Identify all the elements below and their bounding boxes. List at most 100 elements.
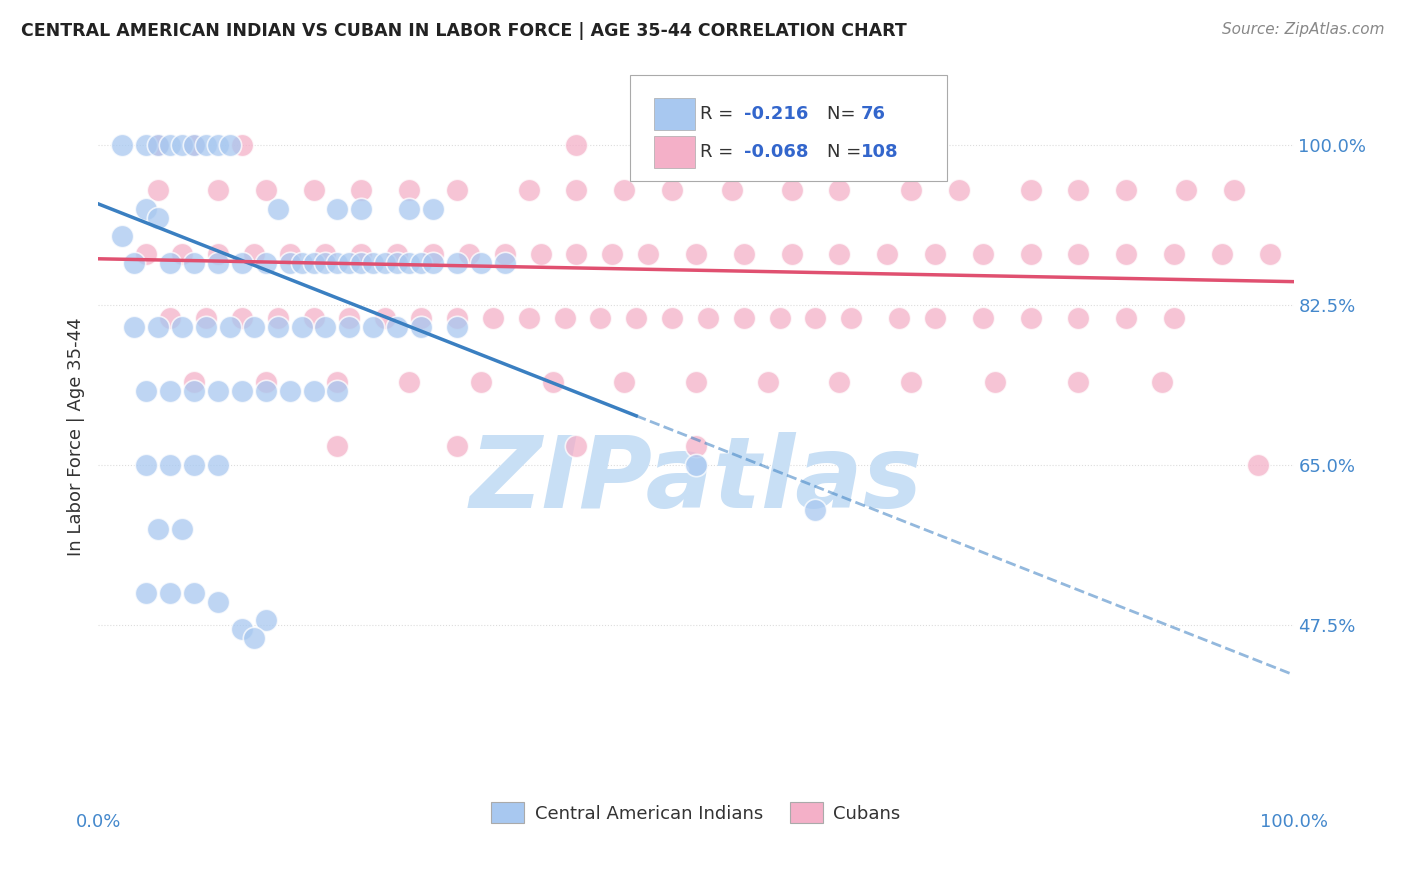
Point — [291, 256, 314, 270]
Point — [350, 256, 373, 270]
Point — [565, 137, 588, 152]
Point — [1152, 376, 1174, 390]
Point — [374, 311, 396, 326]
Text: ZIPatlas: ZIPatlas — [470, 433, 922, 530]
Point — [183, 256, 205, 270]
Point — [350, 202, 373, 216]
Point — [422, 202, 444, 216]
Point — [828, 376, 851, 390]
Text: R =: R = — [700, 104, 738, 123]
Text: N =: N = — [827, 143, 868, 161]
Point — [278, 384, 301, 399]
Point — [1258, 247, 1281, 261]
Point — [1067, 247, 1090, 261]
Point — [231, 256, 253, 270]
Point — [350, 183, 373, 197]
Point — [398, 256, 420, 270]
Point — [135, 137, 157, 152]
Point — [219, 320, 242, 334]
Point — [446, 183, 468, 197]
Point — [243, 320, 266, 334]
Point — [1115, 183, 1137, 197]
Point — [900, 376, 922, 390]
Point — [267, 320, 290, 334]
Point — [733, 247, 755, 261]
Point — [565, 247, 588, 261]
Point — [207, 247, 229, 261]
Point — [876, 247, 898, 261]
Point — [780, 247, 803, 261]
Point — [661, 183, 683, 197]
Point — [254, 384, 277, 399]
Point — [135, 384, 157, 399]
Point — [267, 311, 290, 326]
Point — [183, 137, 205, 152]
Point — [339, 311, 361, 326]
Point — [207, 137, 229, 152]
Point — [398, 376, 420, 390]
Point — [339, 256, 361, 270]
Point — [470, 376, 492, 390]
Point — [1211, 247, 1233, 261]
Point — [254, 183, 277, 197]
Text: -0.216: -0.216 — [744, 104, 808, 123]
Point — [458, 247, 481, 261]
Point — [111, 228, 134, 243]
Point — [385, 247, 409, 261]
Point — [374, 256, 396, 270]
Point — [1019, 311, 1042, 326]
Point — [1067, 311, 1090, 326]
Point — [195, 311, 218, 326]
Point — [685, 439, 707, 453]
Point — [159, 384, 181, 399]
Point — [159, 311, 181, 326]
Point — [1019, 247, 1042, 261]
Point — [889, 311, 911, 326]
Point — [972, 311, 994, 326]
Point — [948, 183, 970, 197]
Point — [661, 311, 683, 326]
Point — [207, 384, 229, 399]
Point — [183, 376, 205, 390]
Point — [135, 458, 157, 472]
Legend: Central American Indians, Cubans: Central American Indians, Cubans — [484, 795, 908, 830]
Point — [291, 320, 314, 334]
Point — [411, 320, 433, 334]
Point — [350, 247, 373, 261]
Point — [613, 376, 636, 390]
Point — [721, 183, 744, 197]
Point — [135, 202, 157, 216]
Point — [243, 247, 266, 261]
Point — [159, 256, 181, 270]
Y-axis label: In Labor Force | Age 35-44: In Labor Force | Age 35-44 — [66, 318, 84, 557]
Point — [183, 458, 205, 472]
Point — [159, 585, 181, 599]
Point — [219, 137, 242, 152]
Point — [841, 311, 863, 326]
Point — [1115, 311, 1137, 326]
Point — [481, 311, 505, 326]
Point — [315, 247, 337, 261]
Point — [446, 320, 468, 334]
Point — [278, 256, 301, 270]
Point — [135, 247, 157, 261]
Text: -0.068: -0.068 — [744, 143, 808, 161]
Point — [924, 311, 946, 326]
Point — [195, 137, 218, 152]
Point — [685, 247, 707, 261]
Point — [972, 247, 994, 261]
Point — [363, 320, 385, 334]
Point — [398, 202, 420, 216]
Text: R =: R = — [700, 143, 738, 161]
Point — [733, 311, 755, 326]
Point — [385, 320, 409, 334]
Point — [148, 211, 170, 225]
Point — [148, 521, 170, 535]
Point — [924, 247, 946, 261]
Point — [172, 137, 194, 152]
Point — [804, 311, 827, 326]
Point — [254, 613, 277, 627]
Point — [148, 137, 170, 152]
Point — [231, 622, 253, 636]
Point — [302, 384, 325, 399]
